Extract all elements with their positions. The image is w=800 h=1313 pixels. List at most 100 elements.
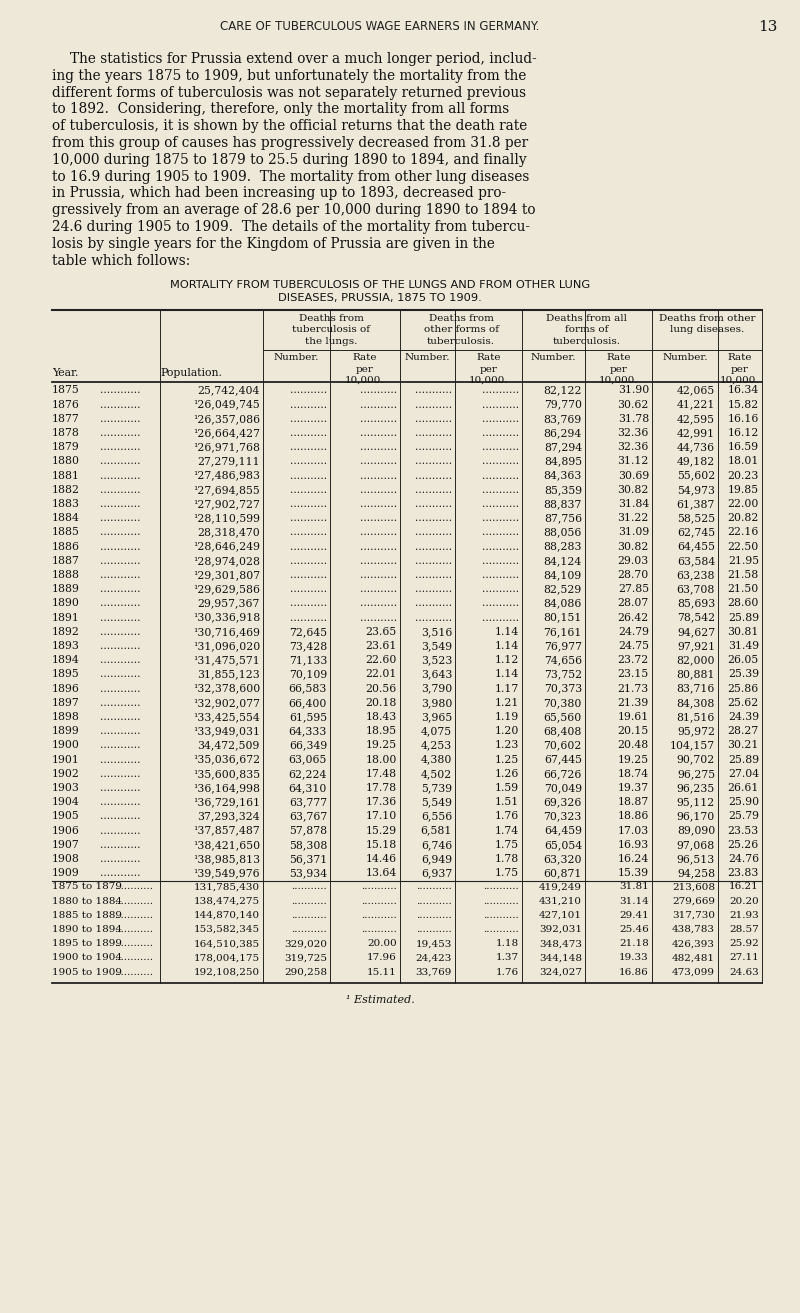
Text: 29.03: 29.03 [618, 555, 649, 566]
Text: 24.75: 24.75 [618, 641, 649, 651]
Text: 74,656: 74,656 [544, 655, 582, 666]
Text: 16.93: 16.93 [618, 840, 649, 850]
Text: 15.18: 15.18 [366, 840, 397, 850]
Text: 20.20: 20.20 [730, 897, 759, 906]
Text: 4,502: 4,502 [421, 769, 452, 779]
Text: ...........: ........... [415, 570, 452, 580]
Text: 97,921: 97,921 [677, 641, 715, 651]
Text: 55,602: 55,602 [677, 470, 715, 481]
Text: 1878: 1878 [52, 428, 80, 439]
Text: 1877: 1877 [52, 414, 80, 424]
Text: 23.72: 23.72 [618, 655, 649, 666]
Text: 153,582,345: 153,582,345 [194, 924, 260, 934]
Text: MORTALITY FROM TUBERCULOSIS OF THE LUNGS AND FROM OTHER LUNG: MORTALITY FROM TUBERCULOSIS OF THE LUNGS… [170, 281, 590, 290]
Text: 28.70: 28.70 [618, 570, 649, 580]
Text: 19.85: 19.85 [728, 484, 759, 495]
Text: 21.95: 21.95 [728, 555, 759, 566]
Text: 65,560: 65,560 [544, 712, 582, 722]
Text: 1884: 1884 [52, 513, 80, 523]
Text: 104,157: 104,157 [670, 741, 715, 751]
Text: ...........: ........... [415, 613, 452, 622]
Text: 66,349: 66,349 [289, 741, 327, 751]
Text: ............: ............ [100, 853, 141, 864]
Text: 31.84: 31.84 [618, 499, 649, 509]
Text: 1883: 1883 [52, 499, 80, 509]
Text: 65,054: 65,054 [544, 840, 582, 850]
Text: 66,583: 66,583 [289, 684, 327, 693]
Text: 73,428: 73,428 [289, 641, 327, 651]
Text: 3,643: 3,643 [421, 670, 452, 679]
Text: ...........: ........... [290, 555, 327, 566]
Text: 1.14: 1.14 [494, 670, 519, 679]
Text: 25.39: 25.39 [728, 670, 759, 679]
Text: ...........: ........... [415, 414, 452, 424]
Text: 1.59: 1.59 [495, 783, 519, 793]
Text: ¹28,110,599: ¹28,110,599 [193, 513, 260, 523]
Text: 78,542: 78,542 [677, 613, 715, 622]
Text: 44,736: 44,736 [677, 442, 715, 452]
Text: 16.12: 16.12 [728, 428, 759, 439]
Text: 63,767: 63,767 [289, 811, 327, 822]
Text: 62,224: 62,224 [289, 769, 327, 779]
Text: 6,556: 6,556 [421, 811, 452, 822]
Text: 1.51: 1.51 [494, 797, 519, 807]
Text: ¹36,164,998: ¹36,164,998 [193, 783, 260, 793]
Text: ...........: ........... [416, 897, 452, 906]
Text: 89,090: 89,090 [677, 826, 715, 835]
Text: 16.86: 16.86 [619, 968, 649, 977]
Text: 32.36: 32.36 [618, 442, 649, 452]
Text: ............: ............ [114, 924, 153, 934]
Text: ...........: ........... [482, 584, 519, 595]
Text: ¹27,694,855: ¹27,694,855 [194, 484, 260, 495]
Text: 24.63: 24.63 [730, 968, 759, 977]
Text: 6,937: 6,937 [421, 868, 452, 878]
Text: 31.22: 31.22 [618, 513, 649, 523]
Text: 94,627: 94,627 [677, 626, 715, 637]
Text: 24.6 during 1905 to 1909.  The details of the mortality from tubercu-: 24.6 during 1905 to 1909. The details of… [52, 221, 530, 234]
Text: in Prussia, which had been increasing up to 1893, decreased pro-: in Prussia, which had been increasing up… [52, 186, 506, 201]
Text: ...........: ........... [360, 386, 397, 395]
Text: ............: ............ [100, 613, 141, 622]
Text: 67,445: 67,445 [544, 755, 582, 764]
Text: 22.16: 22.16 [728, 528, 759, 537]
Text: 70,323: 70,323 [544, 811, 582, 822]
Text: ...........: ........... [362, 897, 397, 906]
Text: 3,523: 3,523 [421, 655, 452, 666]
Text: 72,645: 72,645 [289, 626, 327, 637]
Text: ............: ............ [100, 386, 141, 395]
Text: Number.: Number. [530, 353, 576, 362]
Text: 18.86: 18.86 [618, 811, 649, 822]
Text: 1905 to 1909: 1905 to 1909 [52, 968, 122, 977]
Text: ............: ............ [100, 797, 141, 807]
Text: ...........: ........... [482, 570, 519, 580]
Text: 22.01: 22.01 [366, 670, 397, 679]
Text: ...........: ........... [482, 457, 519, 466]
Text: 19.37: 19.37 [618, 783, 649, 793]
Text: 1890 to 1894: 1890 to 1894 [52, 924, 122, 934]
Text: 57,878: 57,878 [289, 826, 327, 835]
Text: ¹33,949,031: ¹33,949,031 [193, 726, 260, 737]
Text: ...........: ........... [483, 924, 519, 934]
Text: ............: ............ [114, 911, 153, 920]
Text: 71,133: 71,133 [289, 655, 327, 666]
Text: 1902: 1902 [52, 769, 80, 779]
Text: 17.96: 17.96 [367, 953, 397, 962]
Text: 1909: 1909 [52, 868, 80, 878]
Text: 25.26: 25.26 [728, 840, 759, 850]
Text: ...........: ........... [290, 442, 327, 452]
Text: 20.82: 20.82 [728, 513, 759, 523]
Text: 1907: 1907 [52, 840, 80, 850]
Text: Number.: Number. [405, 353, 450, 362]
Text: 41,221: 41,221 [677, 399, 715, 410]
Text: ...........: ........... [415, 499, 452, 509]
Text: 19,453: 19,453 [416, 939, 452, 948]
Text: 1886: 1886 [52, 541, 80, 551]
Text: 83,716: 83,716 [677, 684, 715, 693]
Text: ............: ............ [100, 584, 141, 595]
Text: ............: ............ [100, 555, 141, 566]
Text: 25.89: 25.89 [728, 755, 759, 764]
Text: 29.41: 29.41 [619, 911, 649, 920]
Text: ...........: ........... [360, 399, 397, 410]
Text: 20.00: 20.00 [367, 939, 397, 948]
Text: 482,481: 482,481 [672, 953, 715, 962]
